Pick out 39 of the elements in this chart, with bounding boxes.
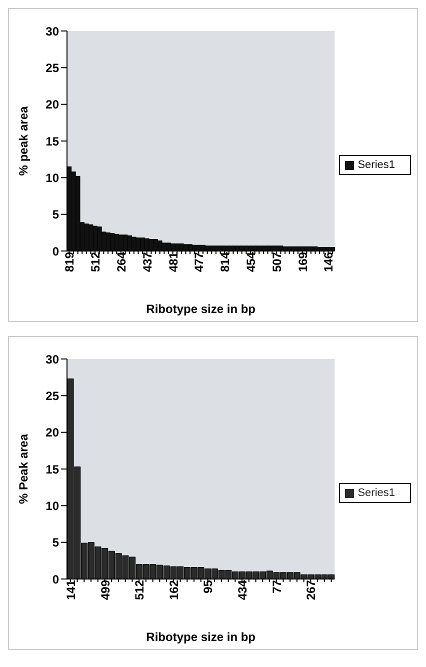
x-tick-label: 437 [140, 252, 154, 272]
y-tick-label: 10 [46, 498, 60, 513]
x-axis-title: Ribotype size in bp [146, 302, 256, 316]
x-tick-label: 146 [322, 252, 336, 272]
y-tick-label: 5 [52, 208, 60, 222]
y-axis-title: % peak area [16, 106, 30, 176]
x-axis-title: Ribotype size in bp [146, 630, 256, 644]
x-tick-label: 481 [166, 252, 180, 272]
x-tick-label: 267 [304, 580, 318, 600]
y-tick-label: 30 [46, 24, 60, 38]
x-tick-label: 162 [166, 580, 181, 600]
x-tick-label: 499 [98, 580, 112, 600]
y-tick-label: 20 [46, 98, 60, 112]
x-tick-label: 169 [296, 252, 310, 272]
x-tick-label: 454 [244, 252, 258, 272]
x-tick-label: 95 [201, 580, 216, 594]
y-tick-label: 0 [52, 572, 60, 586]
y-tick-label: 30 [46, 352, 60, 366]
y-axis-title: % Peak area [16, 434, 30, 504]
legend-label: Series1 [358, 159, 395, 171]
x-tick-label: 141 [64, 580, 78, 600]
x-tick-label: 77 [270, 580, 284, 594]
x-tick-label: 512 [88, 252, 103, 272]
legend-label: Series1 [358, 487, 395, 499]
y-tick-label: 25 [46, 388, 60, 403]
x-tick-label: 264 [114, 252, 128, 272]
x-tick-label: 434 [236, 580, 250, 600]
y-tick-label: 20 [46, 426, 60, 440]
y-tick-label: 0 [52, 244, 60, 258]
x-tick-label: 477 [192, 252, 206, 272]
y-tick-label: 10 [46, 170, 60, 185]
y-tick-label: 15 [46, 134, 60, 148]
y-tick-label: 5 [52, 536, 60, 550]
x-tick-label: 819 [62, 252, 77, 272]
y-tick-label: 25 [46, 60, 60, 75]
x-tick-label: 507 [270, 252, 284, 272]
y-tick-label: 15 [46, 462, 60, 476]
x-tick-label: 814 [218, 252, 232, 272]
x-tick-label: 512 [132, 580, 147, 600]
